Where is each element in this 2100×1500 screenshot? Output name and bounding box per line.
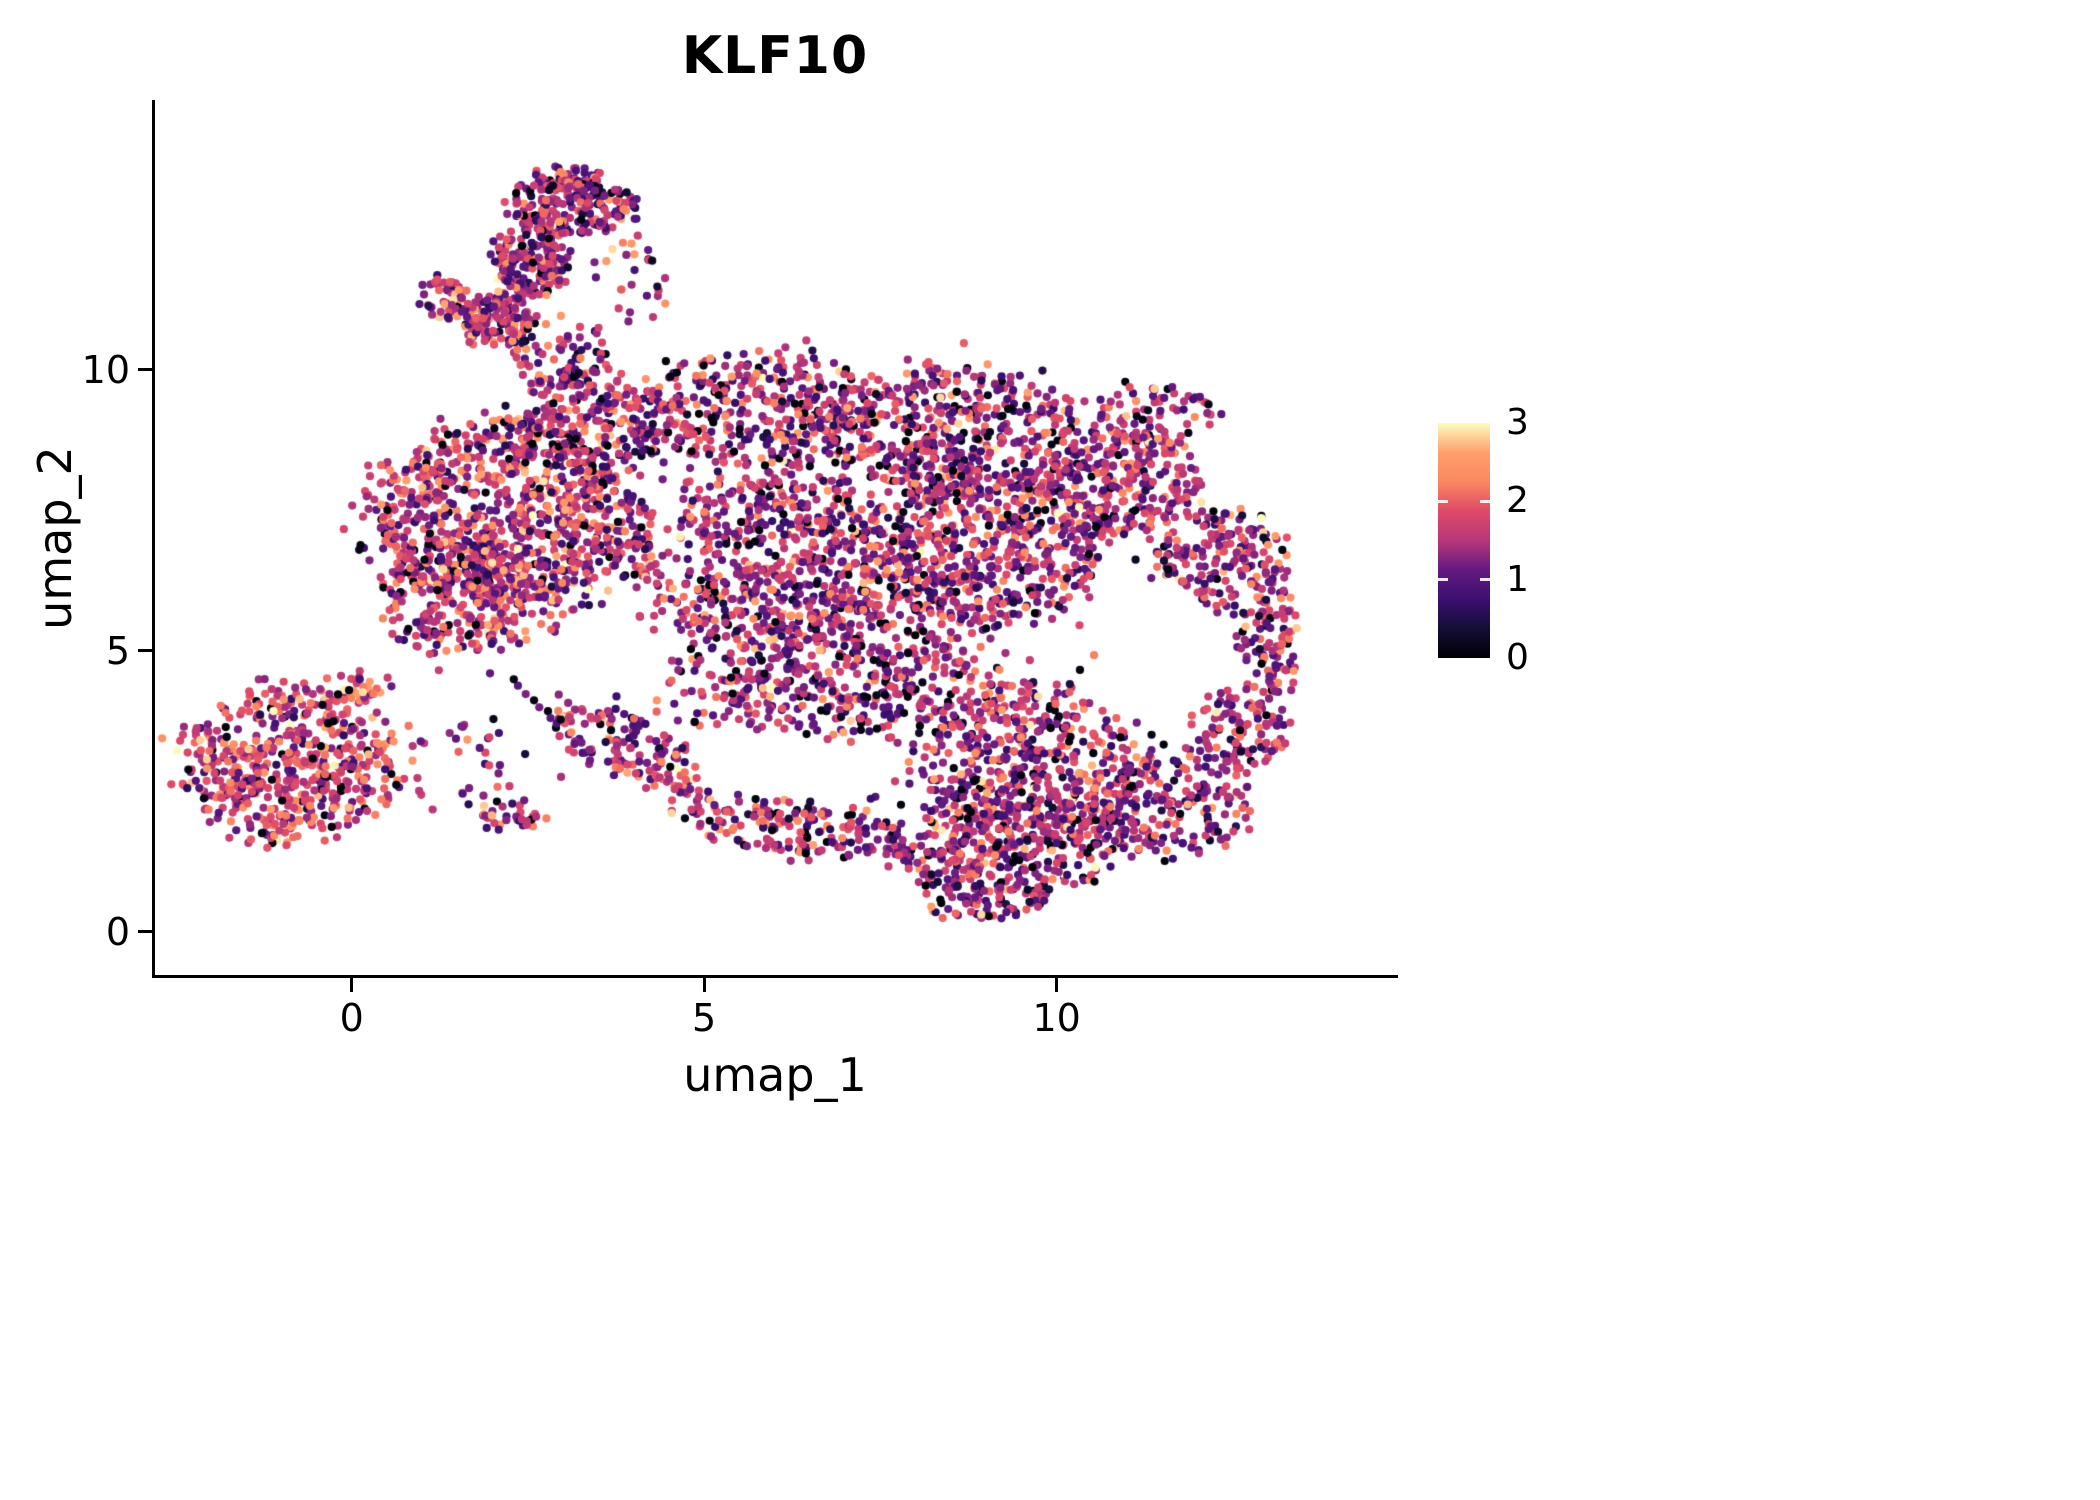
y-tick-mark (138, 368, 152, 372)
colorbar-tick-label: 1 (1506, 558, 1529, 600)
colorbar-tick-label: 3 (1506, 402, 1529, 443)
x-tick-mark (350, 978, 354, 992)
colorbar-tick-mark (1438, 578, 1448, 582)
colorbar-tick-mark (1480, 499, 1490, 503)
x-tick-label: 0 (339, 996, 364, 1040)
colorbar-tick-mark (1480, 578, 1490, 582)
y-axis-line (152, 100, 155, 978)
x-axis-label: umap_1 (683, 1048, 867, 1102)
x-tick-label: 10 (1032, 996, 1081, 1040)
colorbar-tick-label: 2 (1506, 480, 1529, 522)
y-tick-label: 10 (81, 347, 130, 392)
x-tick-mark (1055, 978, 1059, 992)
plot-title: KLF10 (681, 26, 869, 86)
y-tick-mark (138, 649, 152, 653)
x-tick-mark (702, 978, 706, 992)
y-tick-mark (138, 930, 152, 934)
colorbar-tick-label: 0 (1506, 637, 1529, 678)
x-axis-line (152, 975, 1398, 978)
y-axis-label: umap_2 (28, 446, 82, 630)
colorbar-tick-mark (1438, 499, 1448, 503)
colorbar-gradient (1438, 423, 1490, 658)
colorbar-legend (1438, 423, 1490, 658)
y-tick-label: 0 (105, 909, 130, 954)
x-tick-label: 5 (692, 996, 717, 1040)
scatter-points-canvas (155, 100, 1395, 975)
y-tick-label: 5 (105, 628, 130, 673)
